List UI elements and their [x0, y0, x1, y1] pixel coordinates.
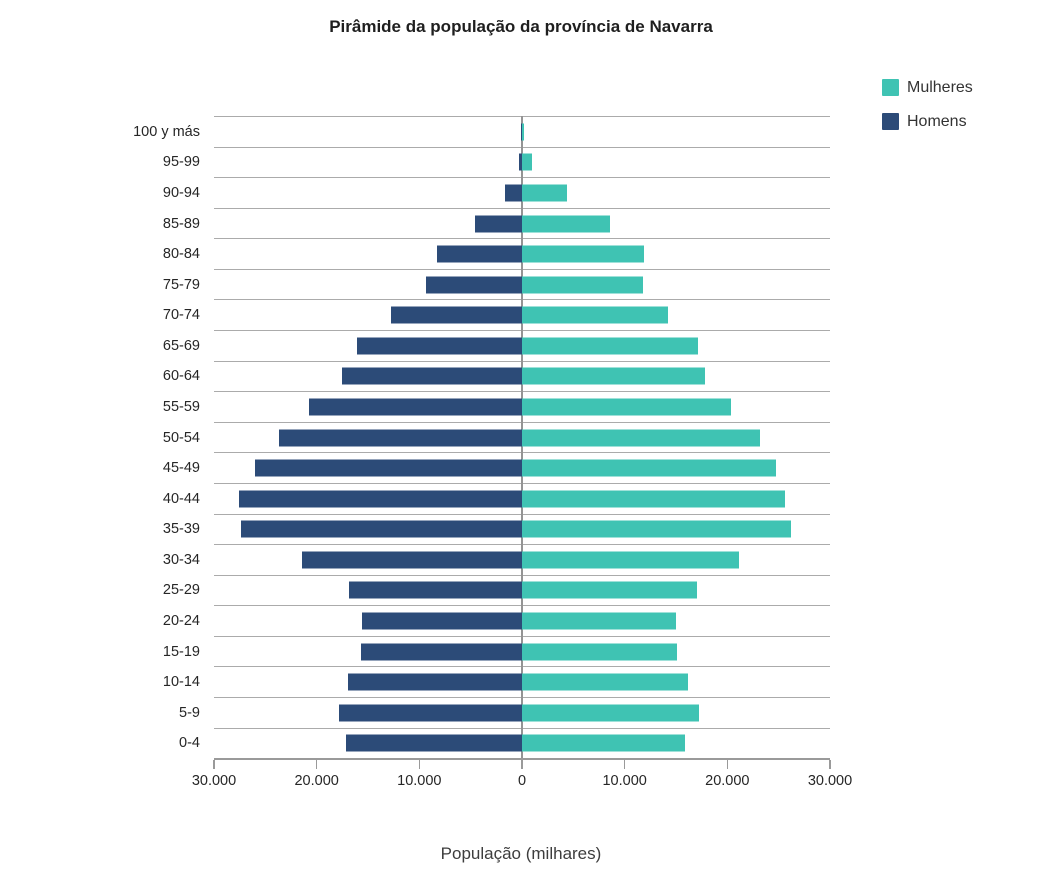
age-label: 85-89: [162, 215, 200, 232]
x-axis-caption: População (milhares): [440, 844, 602, 863]
x-axis-tick: [623, 760, 626, 769]
x-tick-label: 30.000: [191, 773, 237, 789]
age-label: 70-74: [162, 307, 200, 324]
age-label: 45-49: [162, 460, 200, 477]
x-axis-tick: [521, 760, 523, 769]
age-label: 55-59: [162, 398, 200, 415]
bar-homens-90-94: [504, 184, 522, 202]
bar-mulheres-90-94: [522, 184, 568, 202]
bar-homens-60-64: [342, 367, 522, 385]
homens-swatch-icon: [882, 113, 899, 130]
bar-mulheres-80-84: [522, 245, 645, 263]
age-label: 65-69: [162, 337, 200, 354]
bar-homens-45-49: [255, 459, 522, 477]
bar-homens-25-29: [348, 581, 522, 599]
bar-homens-15-19: [360, 643, 522, 661]
x-tick-label: 30.000: [807, 773, 853, 789]
bar-mulheres-45-49: [522, 459, 776, 477]
bar-homens-85-89: [474, 215, 522, 233]
age-label: 5-9: [179, 704, 200, 721]
x-axis: 30.000 20.000 10.000 0 10.000 20.000 30.000: [192, 758, 852, 789]
age-label: 25-29: [162, 582, 200, 599]
bar-homens-75-79: [425, 276, 522, 294]
age-label: 30-34: [162, 551, 200, 568]
bar-homens-10-14: [347, 673, 522, 691]
legend-item-homens: Homens: [882, 112, 973, 131]
bar-homens-55-59: [308, 398, 522, 416]
pyramid-row-10-14: 10-14: [163, 666, 830, 697]
bar-mulheres-50-54: [522, 429, 761, 447]
bar-homens-95-99: [518, 153, 522, 171]
age-label: 0-4: [179, 735, 200, 752]
bar-homens-80-84: [436, 245, 522, 263]
x-tick-label: 20.000: [294, 773, 339, 789]
age-label: 15-19: [162, 643, 200, 660]
x-axis-tick: [418, 760, 421, 769]
legend: Mulheres Homens: [882, 78, 973, 131]
age-label: 35-39: [162, 521, 200, 538]
age-label: 90-94: [162, 184, 200, 201]
bar-mulheres-55-59: [522, 398, 732, 416]
x-tick-label: 0: [517, 773, 527, 789]
bar-homens-70-74: [390, 306, 522, 324]
bar-mulheres-15-19: [522, 643, 677, 661]
bar-mulheres-65-69: [522, 337, 698, 355]
x-axis-tick: [213, 760, 215, 769]
mulheres-swatch-icon: [882, 79, 899, 96]
bar-homens-100-y-más: [521, 123, 522, 141]
bar-homens-20-24: [361, 612, 522, 630]
x-tick-label: 20.000: [705, 773, 750, 789]
legend-label-mulheres: Mulheres: [907, 78, 973, 96]
age-label: 10-14: [162, 674, 200, 691]
age-label: 20-24: [162, 613, 200, 630]
bar-mulheres-85-89: [522, 215, 611, 233]
x-axis-tick: [829, 760, 831, 769]
bar-mulheres-10-14: [522, 673, 689, 691]
bar-homens-30-34: [302, 551, 522, 569]
bar-mulheres-5-9: [522, 704, 699, 722]
bar-homens-5-9: [339, 704, 522, 722]
age-label: 80-84: [162, 246, 200, 263]
bar-mulheres-60-64: [522, 367, 705, 385]
pyramid-row-50-54: 50-54: [163, 421, 830, 453]
bar-mulheres-25-29: [522, 581, 697, 599]
age-label: 75-79: [162, 276, 200, 293]
bar-mulheres-75-79: [522, 276, 644, 294]
age-label: 60-64: [162, 368, 200, 385]
bar-mulheres-30-34: [522, 551, 739, 569]
bar-mulheres-95-99: [522, 153, 533, 171]
pyramid-row-25-29: 25-29: [163, 574, 830, 606]
plot-area: 100 y más 95-99 90-94 85-89 80-84 75-79 70-74 6…: [133, 116, 852, 789]
bar-mulheres-40-44: [522, 490, 785, 508]
bar-homens-35-39: [240, 520, 522, 538]
chart-title: Pirâmide da população da província de Na…: [329, 17, 713, 36]
x-axis-tick: [315, 760, 318, 769]
bar-mulheres-100-y-más: [522, 123, 525, 141]
x-axis-tick: [726, 760, 729, 769]
bar-mulheres-70-74: [522, 306, 668, 324]
pyramid-row-55-59: 55-59: [163, 391, 830, 422]
x-tick-label: 10.000: [602, 773, 647, 789]
pyramid-row-0-4: 0-4: [179, 727, 830, 759]
age-label: 50-54: [162, 429, 200, 446]
bar-homens-50-54: [278, 429, 522, 447]
bar-mulheres-0-4: [522, 734, 686, 752]
legend-item-mulheres: Mulheres: [882, 78, 973, 97]
bar-homens-0-4: [346, 734, 522, 752]
legend-label-homens: Homens: [907, 112, 967, 130]
bar-homens-40-44: [238, 490, 522, 508]
age-label: 40-44: [162, 490, 200, 507]
age-label: 100 y más: [133, 123, 200, 140]
bar-mulheres-20-24: [522, 612, 676, 630]
x-tick-label: 10.000: [397, 773, 442, 789]
age-label: 95-99: [162, 154, 200, 171]
bar-homens-65-69: [356, 337, 522, 355]
bar-mulheres-35-39: [522, 520, 791, 538]
